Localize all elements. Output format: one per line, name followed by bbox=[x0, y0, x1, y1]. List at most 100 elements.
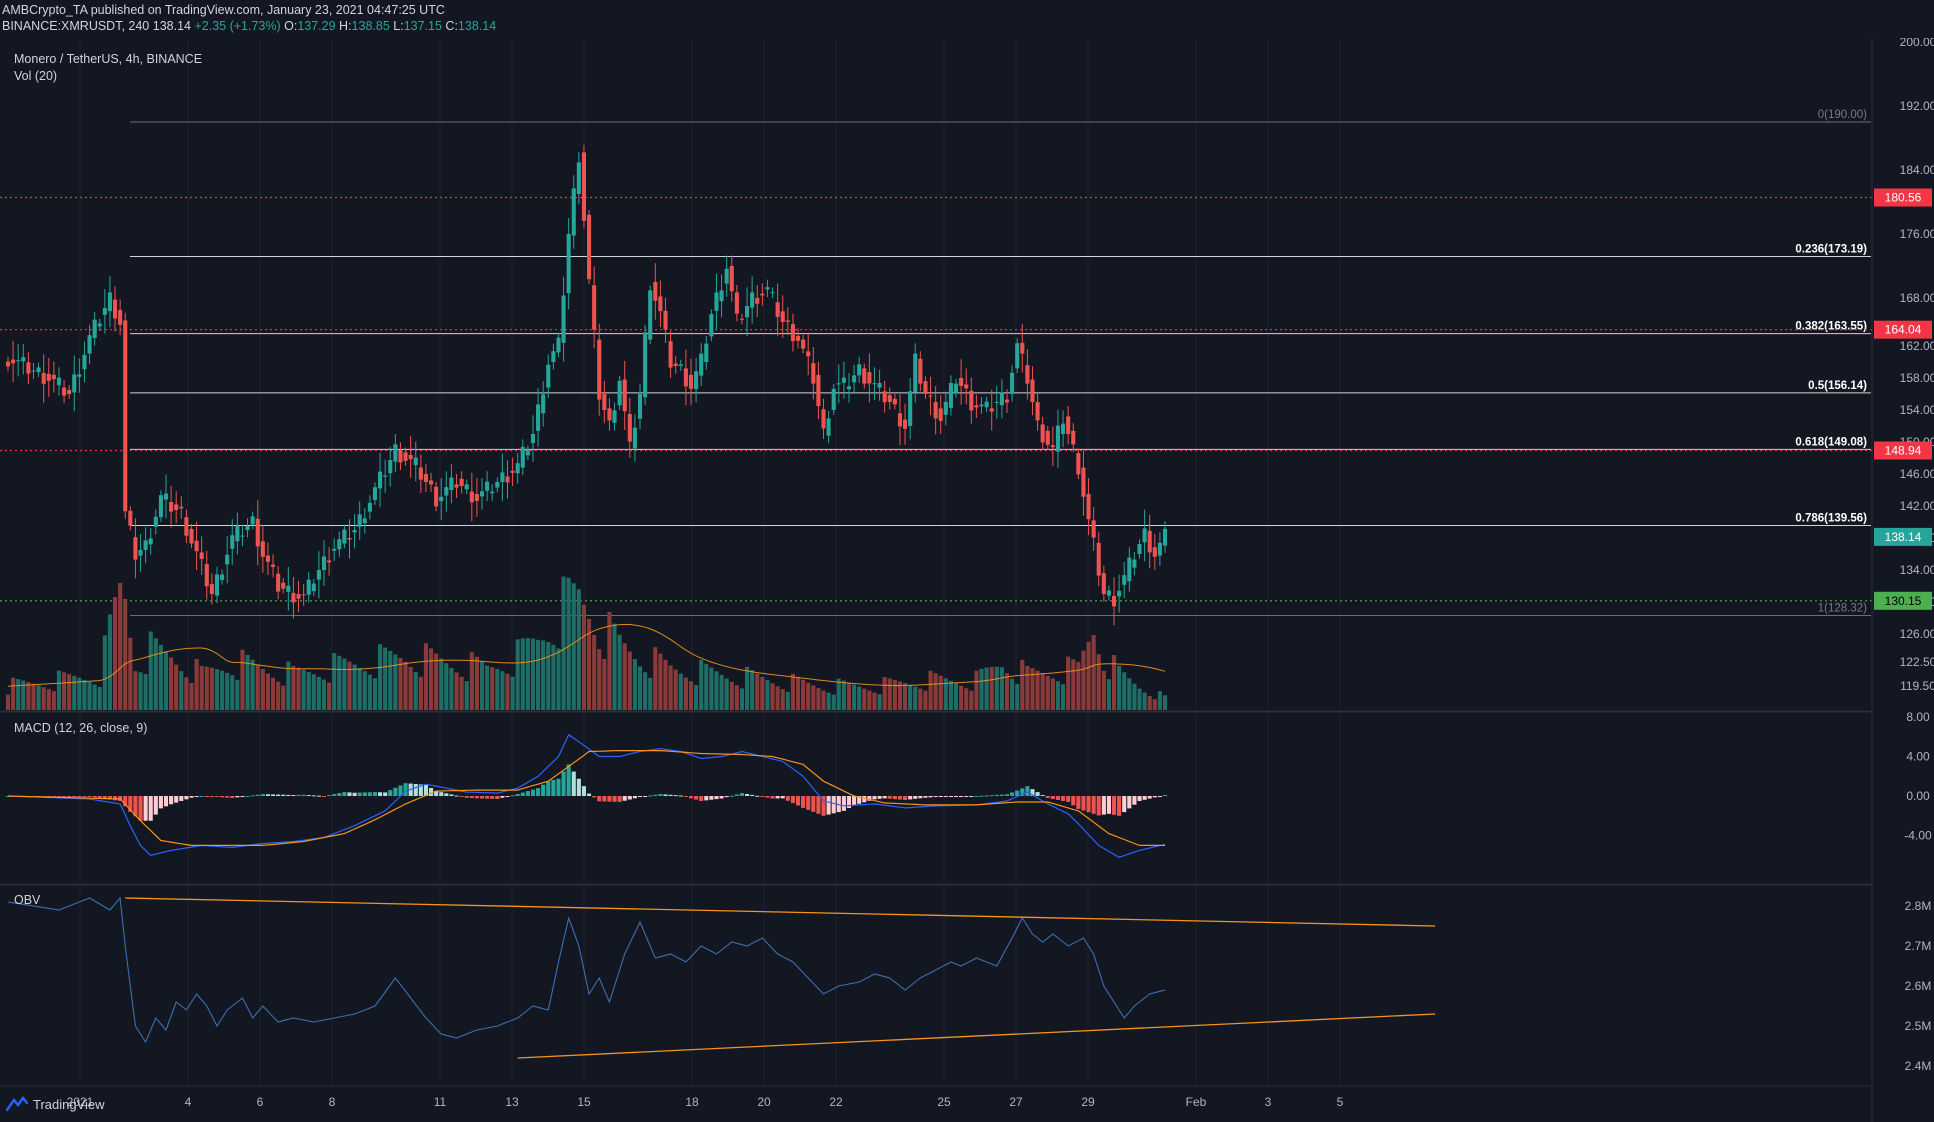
candle-body bbox=[133, 537, 138, 560]
volume-bar bbox=[199, 665, 204, 710]
candle-body bbox=[230, 535, 235, 549]
candle-body bbox=[342, 529, 347, 544]
candle-body bbox=[1055, 425, 1061, 452]
candle-body bbox=[627, 414, 632, 442]
macd-histogram-bar bbox=[617, 796, 622, 802]
candle-body bbox=[118, 310, 123, 325]
close-label: C: bbox=[445, 19, 458, 33]
candle-body bbox=[1157, 542, 1162, 556]
volume-bar bbox=[801, 679, 806, 710]
candle-body bbox=[780, 311, 785, 322]
volume-bar bbox=[434, 653, 439, 710]
candle-body bbox=[668, 341, 673, 368]
open-value: 137.29 bbox=[297, 19, 336, 33]
macd-histogram-bar bbox=[755, 795, 760, 797]
volume-bar bbox=[653, 647, 658, 710]
volume-bar bbox=[1096, 654, 1101, 710]
macd-histogram-bar bbox=[311, 795, 316, 797]
candle-body bbox=[739, 318, 745, 320]
candle-body bbox=[699, 353, 704, 376]
candle-body bbox=[637, 394, 643, 419]
candle-body bbox=[821, 409, 826, 429]
grid-lines bbox=[0, 38, 1872, 1086]
volume-bar bbox=[260, 669, 265, 710]
candle-body bbox=[862, 368, 867, 384]
obv-axis-tick: 2.5M bbox=[1905, 1019, 1932, 1033]
volume-bar bbox=[897, 681, 903, 710]
macd-histogram-bar bbox=[969, 796, 974, 798]
candle-body bbox=[158, 495, 163, 518]
close-value: 138.14 bbox=[457, 19, 497, 33]
macd-histogram-bar bbox=[1152, 796, 1157, 798]
candle-body bbox=[836, 383, 841, 385]
high-label: H: bbox=[339, 19, 352, 33]
candle-body bbox=[1137, 544, 1142, 554]
macd-histogram-bar bbox=[795, 796, 801, 806]
macd-histogram-bar bbox=[469, 796, 474, 799]
volume-bar bbox=[444, 663, 449, 710]
candle-body bbox=[908, 391, 913, 426]
volume-bar bbox=[225, 672, 230, 710]
volume-bar bbox=[566, 577, 571, 710]
macd-histogram-bar bbox=[464, 796, 469, 798]
volume-bar bbox=[1061, 684, 1066, 710]
volume-bar bbox=[337, 655, 342, 710]
candle-body bbox=[852, 375, 857, 383]
macd-histogram-bar bbox=[918, 796, 923, 799]
price-pane[interactable]: 0(190.00) 0.236(173.19) 0.382(163.55) 0.5(1… bbox=[0, 109, 1872, 626]
volume-bar bbox=[821, 690, 826, 710]
macd-histogram-bar bbox=[1111, 796, 1117, 815]
macd-histogram-bar bbox=[306, 795, 311, 797]
time-axis-tick: 5 bbox=[1337, 1095, 1344, 1109]
macd-histogram-bar bbox=[760, 796, 765, 798]
volume-bar bbox=[72, 675, 77, 710]
candle-body bbox=[316, 570, 321, 580]
volume-bar bbox=[688, 681, 694, 710]
obv-pane[interactable] bbox=[7, 896, 1436, 1059]
candle-body bbox=[11, 359, 16, 364]
candle-body bbox=[903, 419, 908, 429]
candle-body bbox=[143, 540, 148, 550]
tradingview-logo[interactable]: TradingView bbox=[6, 1096, 105, 1112]
macd-axis-tick: 4.00 bbox=[1906, 749, 1930, 763]
volume-bar bbox=[41, 687, 46, 710]
macd-histogram-bar bbox=[821, 796, 826, 816]
macd-histogram-bar bbox=[724, 796, 729, 798]
candle-body bbox=[367, 502, 372, 512]
candle-body bbox=[362, 518, 367, 524]
price-axis-tick: 142.00 bbox=[1900, 499, 1934, 513]
candle-body bbox=[500, 472, 505, 482]
candle-body bbox=[459, 478, 464, 486]
volume-bar bbox=[1045, 675, 1050, 710]
macd-histogram-bar bbox=[719, 796, 724, 799]
volume-bar bbox=[316, 676, 321, 710]
publisher-name[interactable]: AMBCrypto_TA bbox=[2, 3, 88, 17]
candle-body bbox=[413, 457, 418, 466]
macd-histogram-bar bbox=[908, 796, 913, 800]
candle-body bbox=[265, 555, 270, 562]
candle-body bbox=[286, 585, 291, 592]
volume-bar bbox=[291, 665, 296, 710]
macd-histogram-bar bbox=[270, 794, 276, 797]
candle-body bbox=[1045, 430, 1050, 445]
macd-histogram-bar bbox=[1015, 790, 1020, 797]
volume-bar bbox=[1142, 692, 1147, 710]
volume-bar bbox=[520, 638, 525, 710]
volume-bar bbox=[495, 668, 500, 710]
volume-bar bbox=[107, 614, 112, 710]
volume-ma-line bbox=[7, 623, 1166, 687]
macd-axis-tick: -4.00 bbox=[1904, 829, 1932, 843]
time-axis-tick: 4 bbox=[185, 1095, 192, 1109]
macd-histogram-bar bbox=[561, 771, 566, 797]
volume-bar bbox=[220, 670, 225, 710]
macd-histogram-bar bbox=[153, 796, 158, 815]
macd-histogram-bar bbox=[984, 795, 989, 797]
macd-histogram-bar bbox=[999, 794, 1004, 797]
chart-canvas[interactable]: 0(190.00) 0.236(173.19) 0.382(163.55) 0.5(1… bbox=[0, 38, 1934, 1122]
macd-pane[interactable] bbox=[5, 733, 1168, 858]
candle-body bbox=[444, 487, 449, 496]
volume-bar bbox=[581, 604, 587, 710]
candle-body bbox=[653, 282, 658, 301]
macd-histogram-bar bbox=[515, 794, 520, 797]
candle-body bbox=[556, 337, 561, 353]
